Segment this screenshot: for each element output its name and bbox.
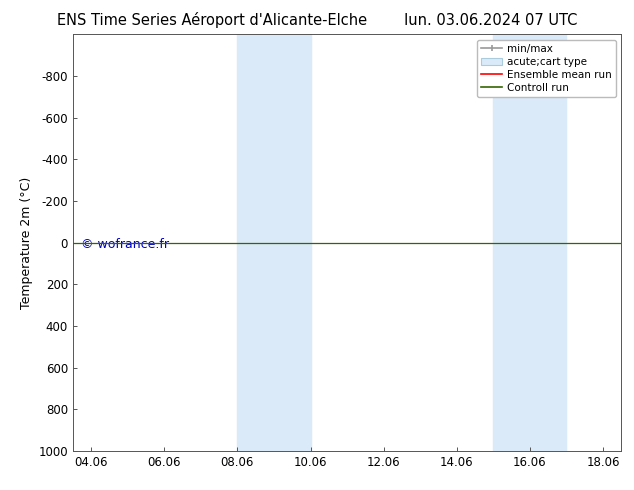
Bar <box>237 34 311 451</box>
Y-axis label: Temperature 2m (°C): Temperature 2m (°C) <box>20 176 33 309</box>
Bar <box>493 34 567 451</box>
Text: ENS Time Series Aéroport d'Alicante-Elche        lun. 03.06.2024 07 UTC: ENS Time Series Aéroport d'Alicante-Elch… <box>57 12 577 28</box>
Legend: min/max, acute;cart type, Ensemble mean run, Controll run: min/max, acute;cart type, Ensemble mean … <box>477 40 616 97</box>
Text: © wofrance.fr: © wofrance.fr <box>81 238 169 251</box>
